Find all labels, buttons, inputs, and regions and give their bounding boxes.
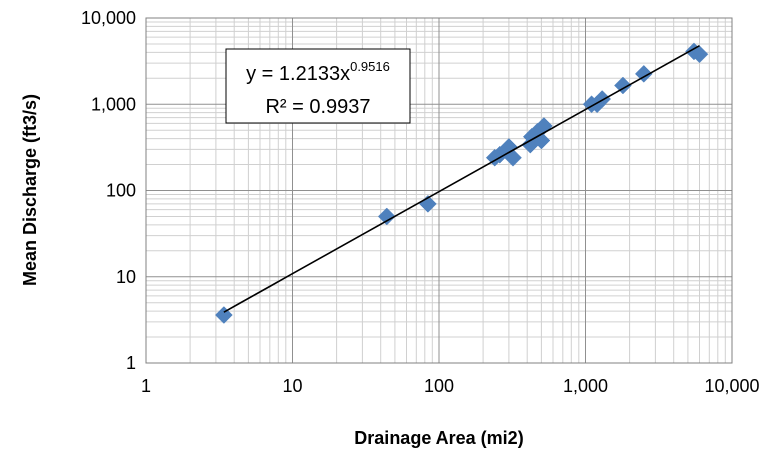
data-point [614,76,632,95]
data-point [690,45,709,64]
x-tick-label: 1 [141,376,151,396]
y-tick-label: 10,000 [81,8,136,28]
data-point [504,148,522,167]
x-tick-label: 10 [282,376,302,396]
y-tick-labels: 1 10 100 1,000 10,000 [81,8,136,373]
data-point [377,207,396,226]
x-tick-label: 100 [424,376,454,396]
svg-text:y = 1.2133x0.9516: y = 1.2133x0.9516 [246,59,390,85]
x-axis-title: Drainage Area (mi2) [354,428,523,448]
data-point [634,65,653,83]
trendline [223,44,700,313]
data-point [215,306,233,324]
y-tick-label: 1,000 [91,94,136,114]
r-squared-text: R² = 0.9937 [265,96,370,118]
x-tick-label: 1,000 [563,376,608,396]
equation-exponent: 0.9516 [350,59,390,74]
y-tick-label: 1 [126,353,136,373]
equation-text: y = 1.2133x [246,63,350,85]
y-tick-label: 10 [116,267,136,287]
x-tick-label: 10,000 [704,376,759,396]
y-axis-title: Mean Discharge (ft3/s) [20,94,40,286]
y-tick-label: 100 [106,181,136,201]
plot-border [145,17,733,364]
x-tick-labels: 1 10 100 1,000 10,000 [141,376,760,396]
equation-box: y = 1.2133x0.9516 R² = 0.9937 [225,48,411,124]
